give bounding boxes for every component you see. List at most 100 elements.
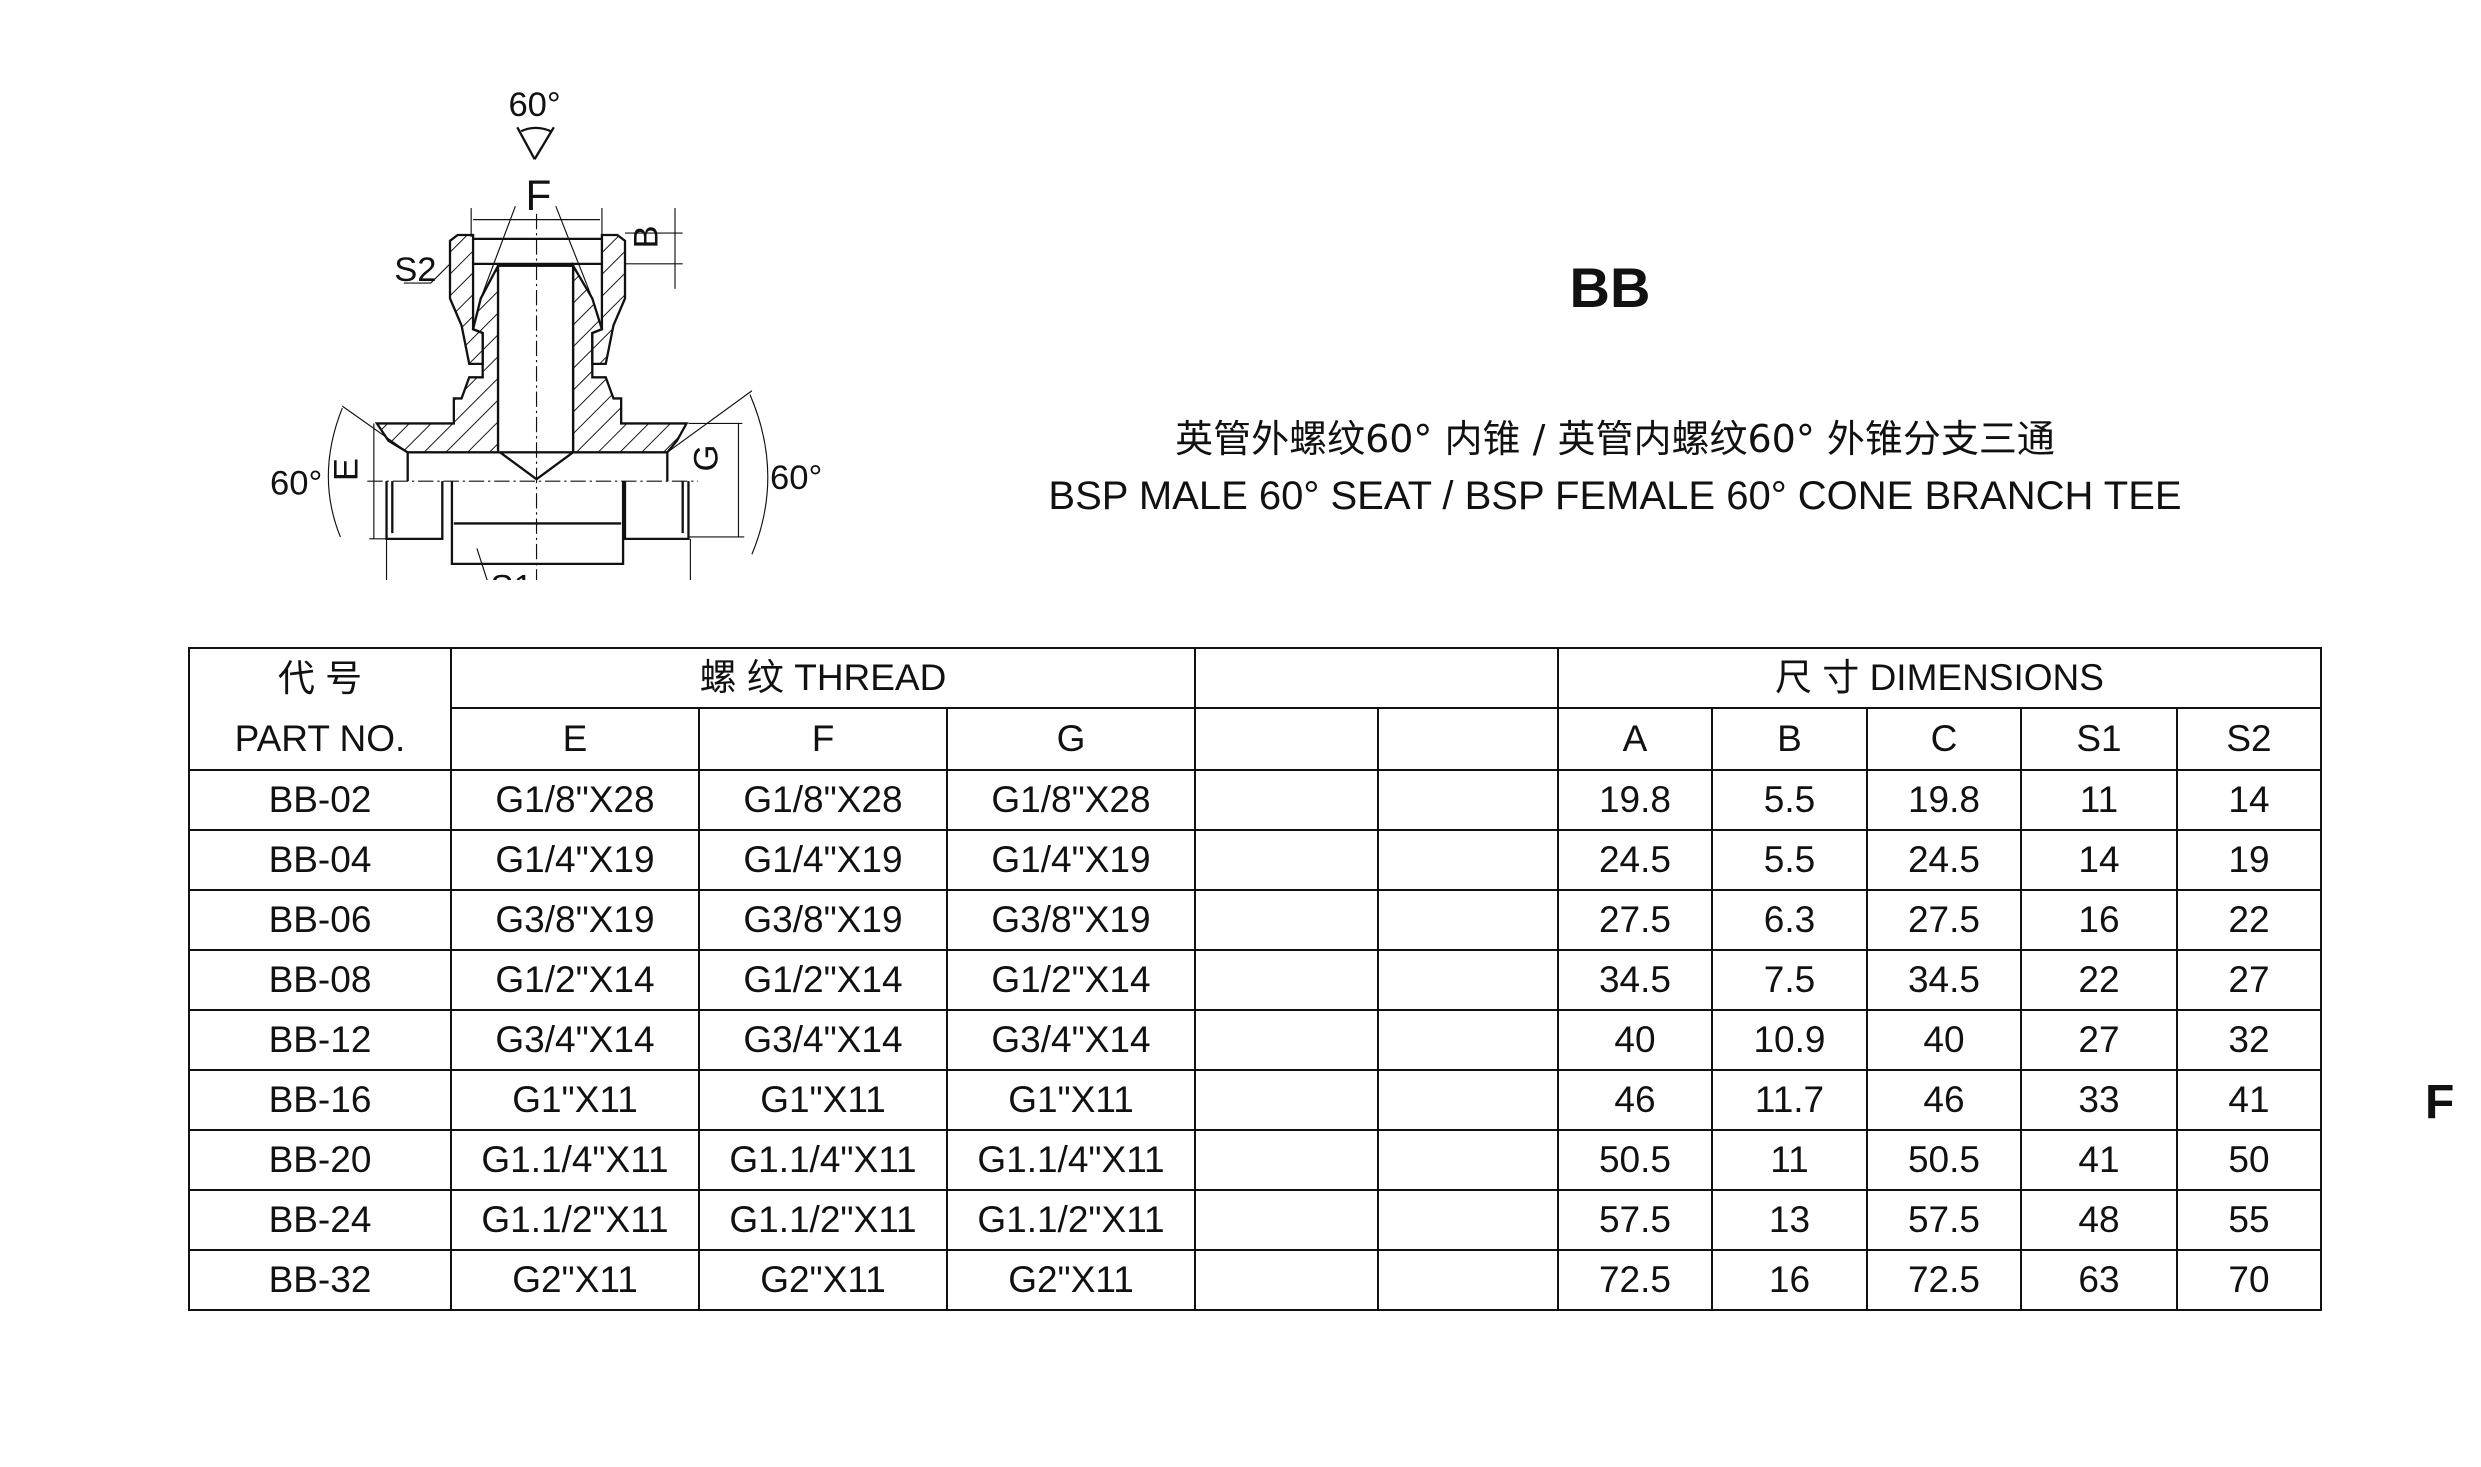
part-no-header-cn: 代 号 [188, 647, 452, 708]
cell-g: G3/4"X14 [946, 1009, 1196, 1071]
table-row: BB-08 G1/2"X14 G1/2"X14 G1/2"X14 34.5 7.5 34.5… [188, 949, 2322, 1011]
blank-cell [1377, 949, 1559, 1011]
cell-part: BB-02 [188, 769, 452, 831]
subtitle-chinese: 英管外螺纹60° 内锥 / 英管内螺纹60° 外锥分支三通 [1175, 417, 2055, 461]
cell-s1: 41 [2020, 1129, 2178, 1191]
right-thread [623, 481, 690, 540]
blank-cell [1377, 1009, 1559, 1071]
cell-f: G1/2"X14 [698, 949, 948, 1011]
left-angle-label: 60° [270, 465, 322, 503]
cell-s2: 14 [2176, 769, 2322, 831]
cell-a: 40 [1557, 1009, 1713, 1071]
table-row: BB-16 G1"X11 G1"X11 G1"X11 46 11.7 46 33 41 [188, 1069, 2322, 1131]
blank-cell [1194, 1189, 1379, 1251]
cell-f: G2"X11 [698, 1249, 948, 1311]
g-label: G [687, 445, 725, 472]
table-row: BB-04 G1/4"X19 G1/4"X19 G1/4"X19 24.5 5.5 24.5… [188, 829, 2322, 891]
cell-s1: 22 [2020, 949, 2178, 1011]
cell-s2: 27 [2176, 949, 2322, 1011]
cell-a: 50.5 [1557, 1129, 1713, 1191]
cell-s1: 48 [2020, 1189, 2178, 1251]
s2-label: S2 [394, 251, 436, 289]
cell-c: 24.5 [1866, 829, 2022, 891]
cell-b: 7.5 [1711, 949, 1868, 1011]
table-row: BB-24 G1.1/2"X11 G1.1/2"X11 G1.1/2"X11 57.5 1… [188, 1189, 2322, 1251]
part-no-header-en: PART NO. [188, 708, 452, 771]
nut-section [448, 233, 484, 365]
cell-s2: 22 [2176, 889, 2322, 951]
cell-e: G1/8"X28 [450, 769, 700, 831]
col-header-g: G [946, 707, 1196, 771]
f-label: F [526, 172, 552, 219]
cell-part: BB-20 [188, 1129, 452, 1191]
cell-b: 11 [1711, 1129, 1868, 1191]
blank-cell [1377, 889, 1559, 951]
cell-b: 13 [1711, 1189, 1868, 1251]
blank-cell [1194, 889, 1379, 951]
cell-s1: 16 [2020, 889, 2178, 951]
cell-part: BB-32 [188, 1249, 452, 1311]
body-section-right [571, 261, 689, 454]
cell-g: G3/8"X19 [946, 889, 1196, 951]
right-angle-label: 60° [770, 459, 822, 497]
e-label: E [328, 458, 366, 481]
cell-c: 72.5 [1866, 1249, 2022, 1311]
col-header-e: E [450, 707, 700, 771]
col-header-c: C [1866, 707, 2022, 771]
cell-g: G1/8"X28 [946, 769, 1196, 831]
nut-section [591, 233, 627, 365]
s1-label: S1 [490, 568, 532, 580]
page-title: BB [1569, 256, 1651, 319]
blank-cell [1194, 829, 1379, 891]
cell-s2: 19 [2176, 829, 2322, 891]
cell-a: 34.5 [1557, 949, 1713, 1011]
blank-cell [1377, 1069, 1559, 1131]
blank-header [1194, 647, 1559, 709]
cell-e: G1"X11 [450, 1069, 700, 1131]
branch-tee-technical-drawing: 60° F S2 B E G 60° 60° A S1 C [270, 86, 822, 580]
cell-g: G1"X11 [946, 1069, 1196, 1131]
dimensions-table: 代 号 螺 纹 THREAD 尺 寸 DIMENSIONS PART NO. E… [188, 647, 2322, 1311]
cell-c: 27.5 [1866, 889, 2022, 951]
dimension-lines [327, 205, 769, 580]
cell-b: 5.5 [1711, 829, 1868, 891]
cell-e: G1/2"X14 [450, 949, 700, 1011]
cell-f: G3/4"X14 [698, 1009, 948, 1071]
cell-s2: 55 [2176, 1189, 2322, 1251]
col-header-s1: S1 [2020, 707, 2178, 771]
cell-e: G1.1/4"X11 [450, 1129, 700, 1191]
table-row: BB-06 G3/8"X19 G3/8"X19 G3/8"X19 27.5 6.3 27.5… [188, 889, 2322, 951]
cell-b: 6.3 [1711, 889, 1868, 951]
cell-g: G1/4"X19 [946, 829, 1196, 891]
blank-cell [1194, 769, 1379, 831]
cell-c: 46 [1866, 1069, 2022, 1131]
cell-c: 19.8 [1866, 769, 2022, 831]
cell-f: G1.1/2"X11 [698, 1189, 948, 1251]
cell-f: G1/8"X28 [698, 769, 948, 831]
cell-e: G1.1/2"X11 [450, 1189, 700, 1251]
blank-col-header [1377, 707, 1559, 771]
table-row: BB-32 G2"X11 G2"X11 G2"X11 72.5 16 72.5 63 70 [188, 1249, 2322, 1311]
blank-cell [1194, 1249, 1379, 1311]
blank-col-header [1194, 707, 1379, 771]
col-header-b: B [1711, 707, 1868, 771]
cell-s2: 70 [2176, 1249, 2322, 1311]
cell-e: G3/4"X14 [450, 1009, 700, 1071]
page-edge-mark: F [2425, 1076, 2455, 1129]
blank-cell [1194, 949, 1379, 1011]
cell-g: G1.1/4"X11 [946, 1129, 1196, 1191]
cell-c: 57.5 [1866, 1189, 2022, 1251]
cell-s2: 41 [2176, 1069, 2322, 1131]
blank-cell [1377, 829, 1559, 891]
cell-part: BB-04 [188, 829, 452, 891]
cell-c: 34.5 [1866, 949, 2022, 1011]
table-row: BB-12 G3/4"X14 G3/4"X14 G3/4"X14 40 10.9 40 27 3… [188, 1009, 2322, 1071]
cell-c: 50.5 [1866, 1129, 2022, 1191]
cell-b: 5.5 [1711, 769, 1868, 831]
cell-part: BB-24 [188, 1189, 452, 1251]
cell-part: BB-16 [188, 1069, 452, 1131]
cell-part: BB-12 [188, 1009, 452, 1071]
blank-cell [1194, 1069, 1379, 1131]
cell-f: G3/8"X19 [698, 889, 948, 951]
hex-s1 [450, 481, 625, 565]
